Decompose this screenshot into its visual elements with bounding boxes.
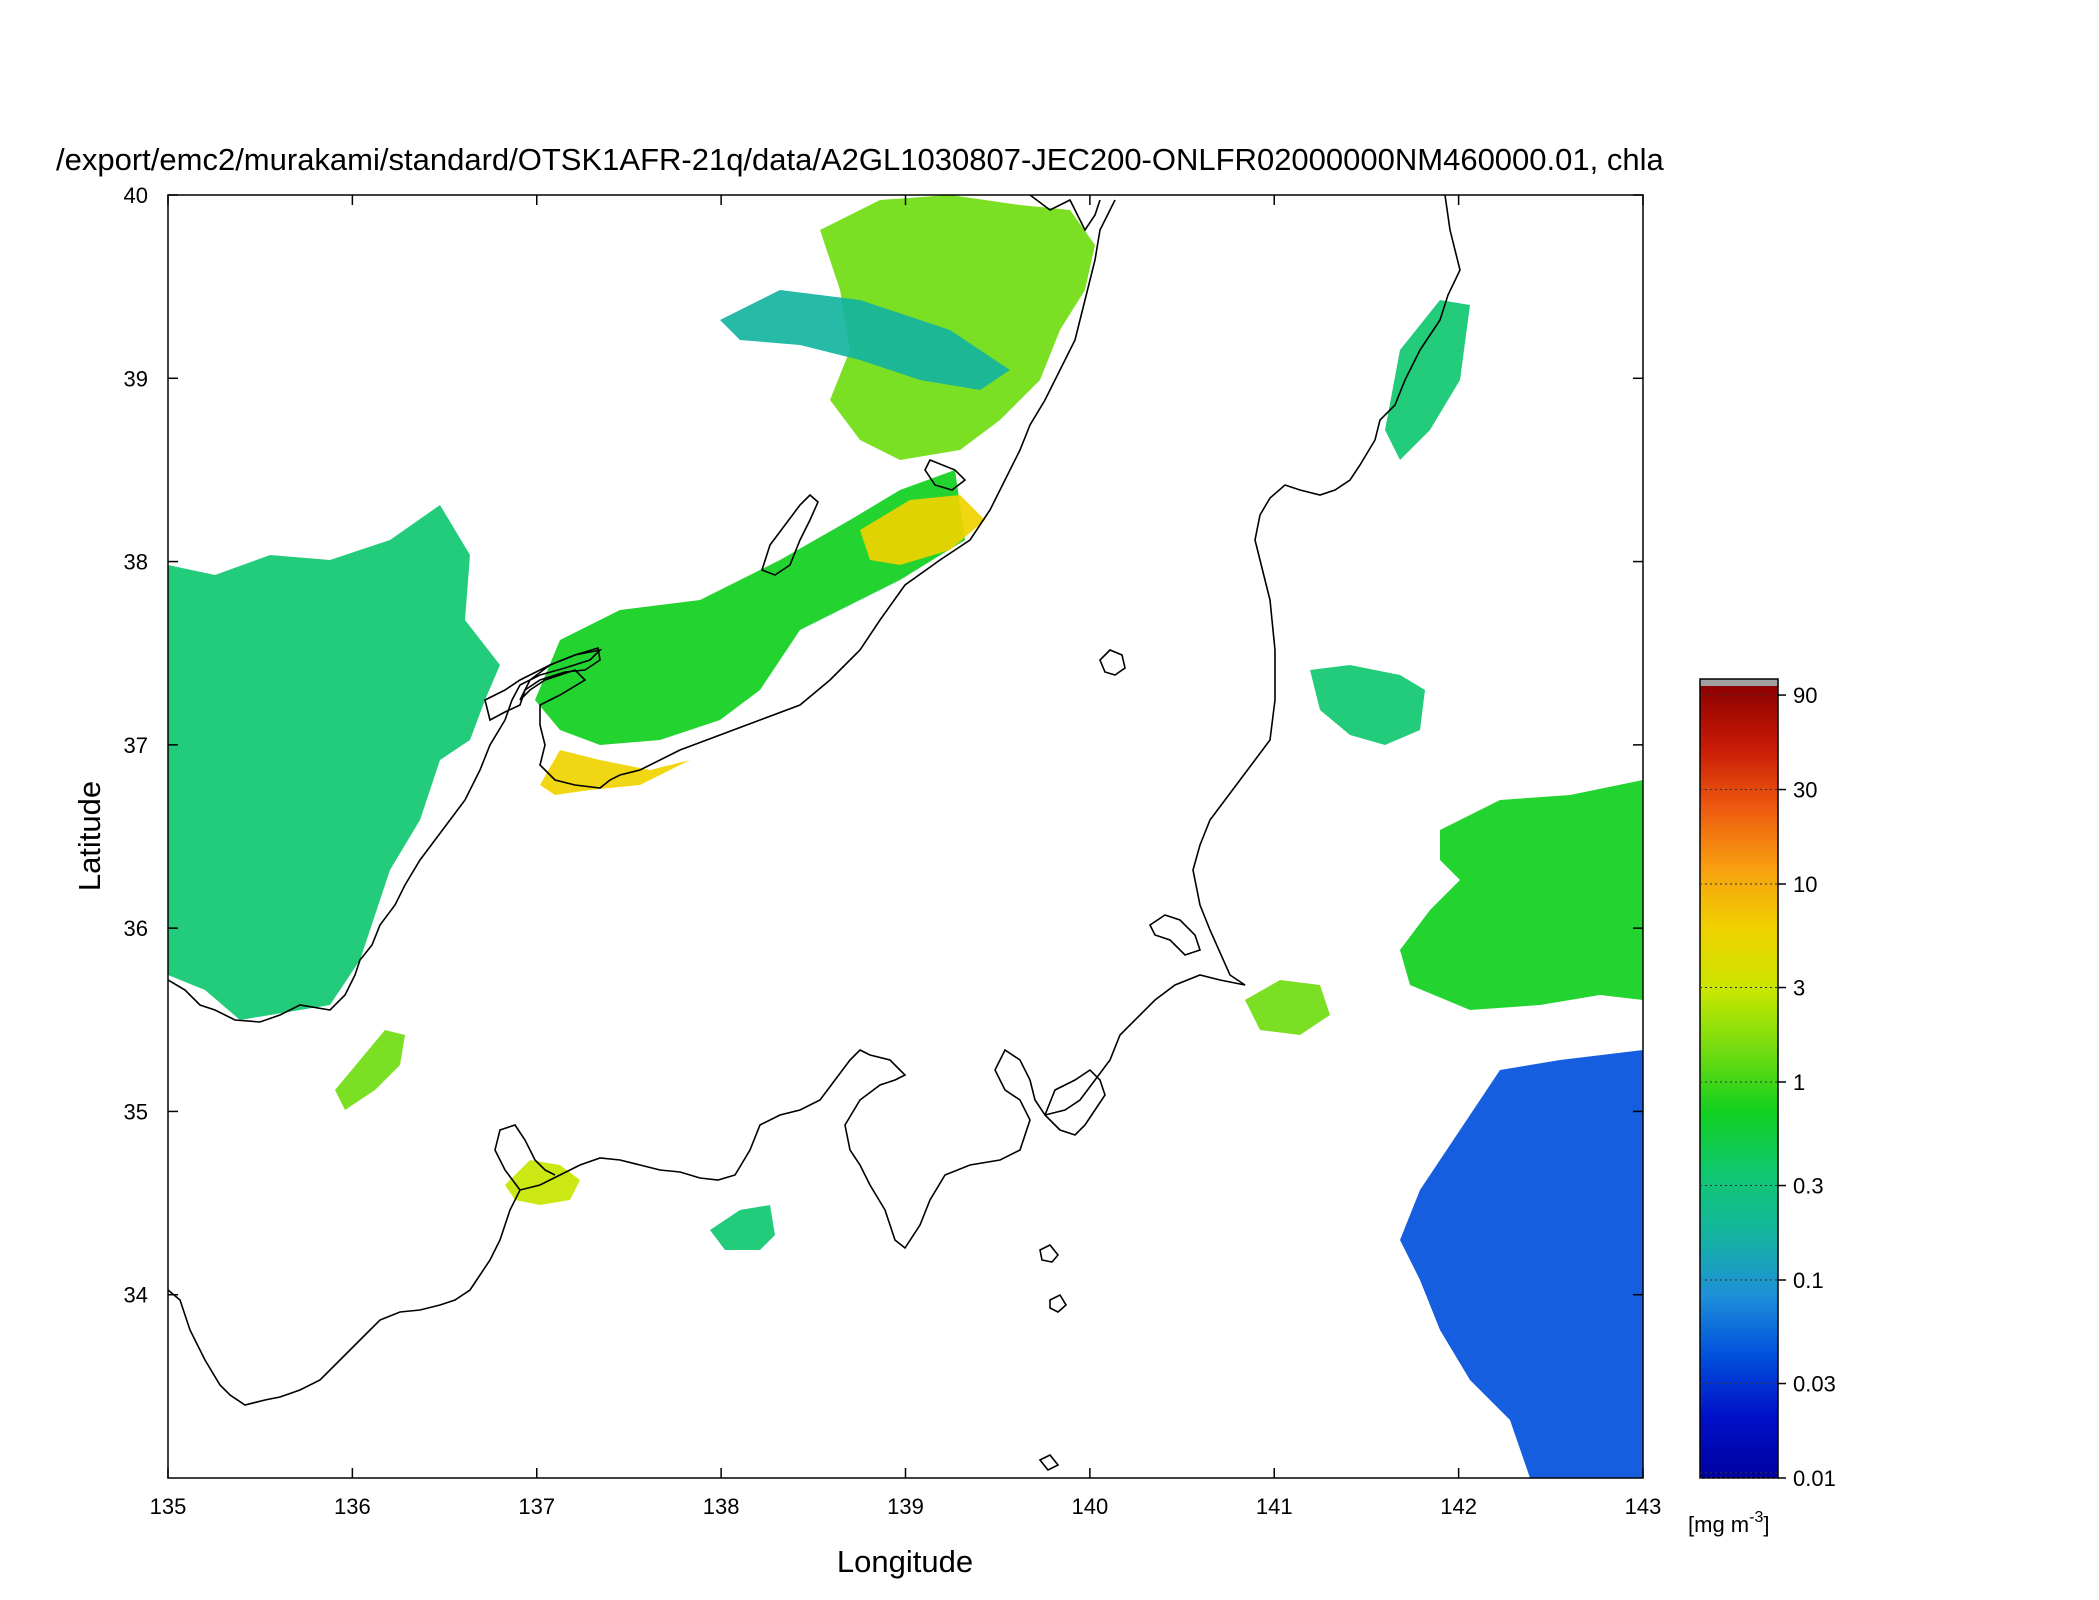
colorbar-tick-label: 0.03 [1793, 1372, 1836, 1397]
map-ticks [167, 194, 1644, 1478]
colorbar-tick-label: 0.3 [1793, 1174, 1824, 1199]
lat-tick-label: 38 [124, 550, 148, 575]
colorbar: 90 30 10 3 1 0.3 0.1 0.03 0.01 [mg m-3] [1688, 678, 1836, 1537]
coastline-honshu-sea-of-japan-coast [168, 199, 1116, 1023]
colorbar-unit-label: [mg m-3] [1688, 1509, 1769, 1537]
coastline-sado-island [761, 493, 819, 576]
lon-tick-label: 139 [887, 1494, 924, 1519]
map-plot-area [167, 194, 1644, 1479]
coastline-layer [168, 195, 1461, 1472]
lon-tick-label: 141 [1256, 1494, 1293, 1519]
lon-tick-label: 136 [334, 1494, 371, 1519]
colorbar-tick-label: 30 [1793, 778, 1817, 803]
lon-tick-label: 143 [1625, 1494, 1662, 1519]
chl-region-sado-island-waters [335, 1030, 405, 1110]
colorbar-ticks: 90 30 10 3 1 0.3 0.1 0.03 0.01 [1700, 683, 1836, 1491]
chlorophyll-data-layer [168, 195, 1643, 1478]
coastline-noto-peninsula [484, 646, 601, 722]
lon-tick-label: 142 [1440, 1494, 1477, 1519]
colorbar-frame [1699, 678, 1779, 1479]
chl-region-kuroshio-offshore-south-east [1400, 1050, 1643, 1478]
coastline-tsugaru-north [1029, 195, 1101, 232]
coastline-boso-izu [1044, 1068, 1106, 1136]
lat-tick-label: 40 [124, 183, 148, 208]
chl-region-ise-mikawa-bays [505, 1160, 580, 1205]
chl-region-noto-west-sea [168, 505, 500, 1020]
colorbar-unit-suffix: ] [1763, 1512, 1769, 1537]
coastline-ise-bay [494, 1124, 556, 1191]
chl-region-suruga-sagami-coast [1245, 980, 1330, 1035]
lon-tick-label: 140 [1072, 1494, 1109, 1519]
colorbar-tick-label: 0.1 [1793, 1268, 1824, 1293]
chl-region-off-niigata-bloom [860, 495, 985, 565]
coastline-oki-island [1099, 649, 1126, 676]
lon-tick-label: 137 [518, 1494, 555, 1519]
colorbar-unit-exponent: -3 [1749, 1509, 1763, 1526]
lon-tick-label: 135 [150, 1494, 187, 1519]
chl-region-oga-offshore [720, 290, 1010, 390]
chl-region-pacific-off-ibaraki [1400, 780, 1643, 1010]
chl-region-off-fukushima-patch [1310, 665, 1425, 745]
x-axis-title: Longitude [837, 1544, 973, 1579]
colorbar-tick-label: 0.01 [1793, 1466, 1836, 1491]
lat-tick-label: 34 [124, 1283, 148, 1308]
lat-tick-label: 35 [124, 1099, 148, 1124]
coastline-izu-islands [1038, 1243, 1068, 1472]
colorbar-unit-prefix: [mg m [1688, 1512, 1749, 1537]
lat-tick-label: 39 [124, 366, 148, 391]
chl-region-off-akita-coast [820, 195, 1095, 460]
chl-region-sea-of-japan-off-yamagata [535, 470, 965, 745]
colorbar-tick-label: 3 [1793, 976, 1805, 1001]
lat-tick-label: 36 [124, 916, 148, 941]
colorbar-tick-label: 1 [1793, 1070, 1805, 1095]
colorbar-saturation-cap [1700, 679, 1778, 686]
lon-tick-label: 138 [703, 1494, 740, 1519]
y-axis-title: Latitude [72, 781, 107, 891]
coastline-oga-inlet [924, 458, 967, 491]
colorbar-tick-label: 90 [1793, 683, 1817, 708]
lat-tick-label: 37 [124, 733, 148, 758]
colorbar-tick-label: 10 [1793, 872, 1817, 897]
map-title: /export/emc2/murakami/standard/OTSK1AFR-… [56, 142, 1664, 177]
coastline-ibaraki-lakes [1148, 914, 1202, 956]
coastline-honshu-pacific-coast [168, 195, 1461, 1406]
chl-region-off-miyagi-northeast [1385, 300, 1470, 460]
chl-region-off-kii-kumano [710, 1205, 775, 1250]
chl-region-toyama-bay-nearshore [540, 750, 690, 795]
